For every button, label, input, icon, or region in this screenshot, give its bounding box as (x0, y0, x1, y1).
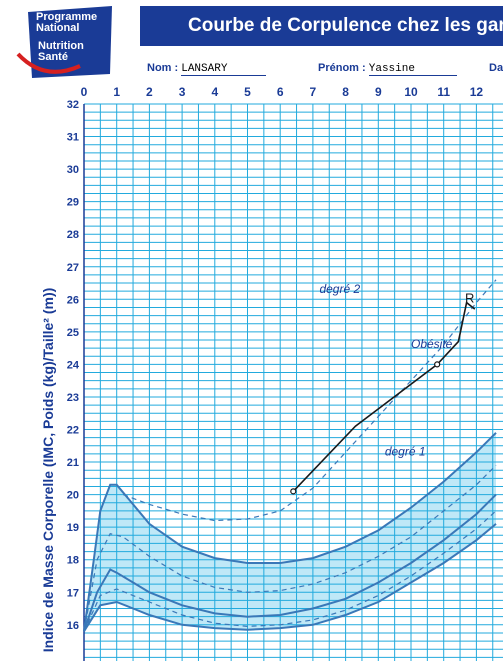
patient-marker-label: R (465, 291, 474, 306)
y-tick-label: 30 (67, 164, 79, 176)
nom-value: LANSARY (181, 63, 267, 76)
x-tick-label: 3 (179, 85, 186, 99)
y-axis-label: Indice de Masse Corporelle (IMC, Poids (… (40, 287, 56, 653)
x-tick-label: 4 (211, 85, 218, 99)
logo-line4: Santé (38, 51, 68, 63)
reference-curve (83, 464, 497, 632)
prenom-value: Yassine (368, 63, 457, 76)
logo-line2: National (36, 22, 79, 34)
bmi-chart: 0 1 2 3 4 5 6 7 8 9 10 11 12161718192021222324252627… (67, 85, 503, 661)
x-tick-label: 11 (437, 85, 450, 99)
y-tick-label: 26 (67, 294, 79, 306)
patient-bmi-line (292, 301, 476, 492)
reference-curve (83, 523, 497, 632)
y-tick-label: 19 (67, 522, 79, 534)
curve-annotation: Obésité (411, 337, 453, 351)
x-tick-label: 7 (310, 85, 317, 99)
reference-curve (122, 279, 497, 522)
prenom-field: Prénom : Yassine (318, 62, 457, 76)
reference-curve (83, 493, 497, 632)
reference-curve (83, 510, 497, 632)
y-tick-label: 17 (67, 587, 79, 599)
x-tick-label: 6 (277, 85, 284, 99)
prenom-label: Prénom : (318, 62, 366, 74)
x-tick-label: 10 (404, 85, 418, 99)
date-field: Da (489, 62, 503, 74)
x-tick-label: 12 (470, 85, 484, 99)
patient-data-point (290, 488, 297, 495)
curve-annotation: degré 1 (385, 445, 426, 459)
y-tick-label: 18 (67, 555, 79, 567)
pnns-logo: Programme National Nutrition Santé (16, 6, 112, 78)
y-tick-label: 32 (67, 99, 79, 111)
nom-field: Nom : LANSARY (147, 62, 267, 76)
x-tick-label: 1 (113, 85, 120, 99)
x-tick-label: 8 (342, 85, 349, 99)
y-tick-label: 31 (67, 132, 79, 144)
y-tick-label: 27 (67, 262, 79, 274)
curve-annotation: degré 2 (319, 282, 360, 296)
logo-line3: Nutrition (38, 40, 84, 52)
logo-line1: Programme (36, 11, 97, 23)
y-tick-label: 24 (67, 359, 80, 371)
reference-curve (83, 432, 497, 632)
y-tick-label: 22 (67, 425, 79, 437)
normal-range-band (84, 432, 496, 632)
y-tick-label: 16 (67, 620, 79, 632)
y-tick-label: 21 (67, 457, 79, 469)
nom-label: Nom : (147, 62, 179, 74)
page-title: Courbe de Corpulence chez les garço (140, 6, 503, 46)
x-tick-label: 9 (375, 85, 382, 99)
x-tick-label: 2 (146, 85, 153, 99)
x-tick-label: 5 (244, 85, 251, 99)
date-label: Da (489, 62, 503, 74)
y-tick-label: 29 (67, 197, 79, 209)
x-tick-label: 0 (81, 85, 88, 99)
y-tick-label: 25 (67, 327, 79, 339)
y-tick-label: 20 (67, 490, 79, 502)
patient-data-point (434, 361, 441, 368)
y-tick-label: 28 (67, 229, 79, 241)
y-tick-label: 23 (67, 392, 79, 404)
